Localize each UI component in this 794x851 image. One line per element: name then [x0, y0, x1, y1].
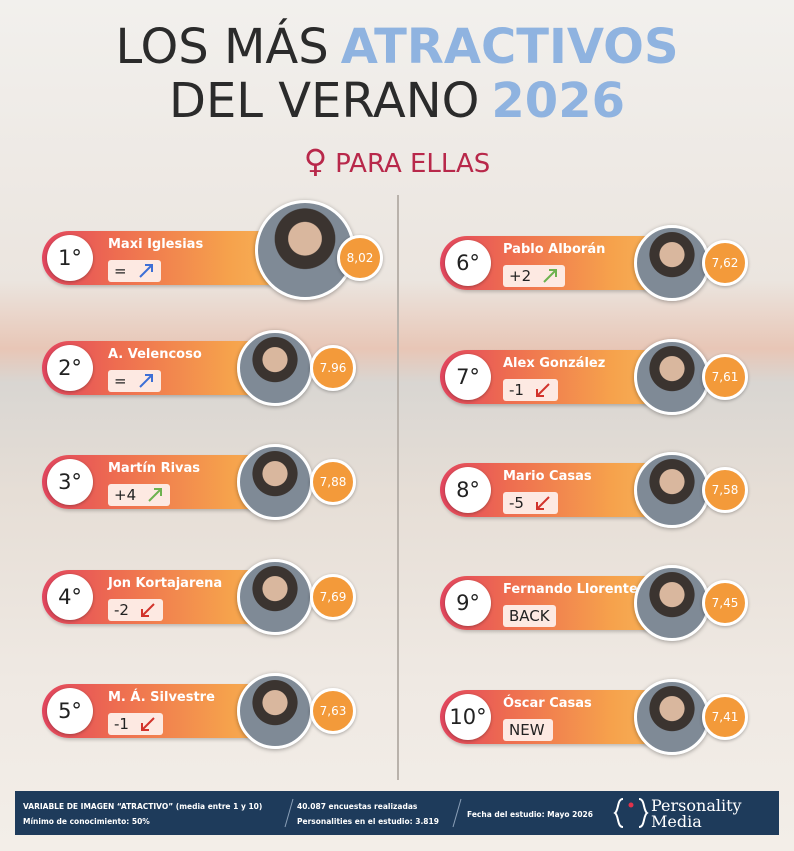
footer-minimum: Mínimo de conocimiento: 50% — [23, 817, 150, 826]
person-name: Fernando Llorente — [503, 582, 638, 597]
change-text: +4 — [114, 486, 137, 504]
change-text: = — [114, 372, 127, 390]
rank-change: NEW — [503, 719, 553, 741]
person-photo — [634, 339, 710, 415]
rank-number: 4° — [47, 574, 93, 620]
score-bubble: 7,63 — [310, 688, 356, 734]
footer: VARIABLE DE IMAGEN “ATRACTIVO” (media en… — [15, 791, 779, 835]
rank-change: -1 — [108, 713, 163, 735]
person-name: Martín Rivas — [108, 461, 201, 476]
trend-arrow — [535, 383, 550, 397]
person-photo — [634, 679, 710, 755]
title-line-1: LOS MÁS ATRACTIVOS — [0, 22, 794, 72]
person-name: Jon Kortajarena — [108, 576, 223, 591]
subtitle-text: PARA ELLAS — [335, 149, 491, 179]
trend-arrow — [138, 264, 153, 278]
person-photo — [237, 330, 313, 406]
logo-top: Personality — [651, 796, 742, 815]
title-highlight: 2026 — [491, 73, 625, 129]
female-symbol: ♀ — [303, 142, 328, 180]
change-text: BACK — [509, 607, 550, 625]
score-bubble: 7,41 — [702, 694, 748, 740]
person-name: M. Á. Silvestre — [108, 690, 215, 705]
person-name: A. Velencoso — [108, 347, 202, 362]
logo-braces — [613, 798, 649, 828]
rank-change: -2 — [108, 599, 163, 621]
person-photo — [237, 673, 313, 749]
change-text: -5 — [509, 494, 524, 512]
person-photo — [237, 559, 313, 635]
trend-arrow — [148, 488, 163, 502]
rank-number: 2° — [47, 345, 93, 391]
score-bubble: 7,88 — [310, 459, 356, 505]
rank-change: +2 — [503, 265, 566, 287]
person-name: Mario Casas — [503, 469, 592, 484]
score-bubble: 7,62 — [702, 240, 748, 286]
person-photo — [634, 452, 710, 528]
separator — [452, 798, 462, 828]
rank-change: -1 — [503, 379, 558, 401]
score-bubble: 7,69 — [310, 574, 356, 620]
footer-date: Fecha del estudio: Mayo 2026 — [467, 810, 593, 819]
score-bubble: 7.96 — [310, 345, 356, 391]
trend-arrow — [543, 269, 558, 283]
person-photo — [634, 225, 710, 301]
subtitle: ♀ PARA ELLAS — [0, 142, 794, 180]
rank-number: 7° — [445, 354, 491, 400]
person-name: Alex González — [503, 356, 606, 371]
logo-bottom: Media — [651, 812, 702, 831]
rank-number: 6° — [445, 240, 491, 286]
rank-number: 10° — [445, 694, 491, 740]
title-line-2: DEL VERANO 2026 — [0, 76, 794, 126]
rank-number: 3° — [47, 459, 93, 505]
title-highlight: ATRACTIVOS — [340, 19, 679, 75]
title-dark: DEL VERANO — [169, 73, 480, 129]
rank-change: = — [108, 370, 161, 392]
person-name: Pablo Alborán — [503, 242, 606, 257]
trend-arrow — [535, 496, 550, 510]
rank-change: +4 — [108, 484, 171, 506]
score-bubble: 7,45 — [702, 580, 748, 626]
rank-change: = — [108, 260, 161, 282]
divider — [397, 195, 399, 780]
person-name: Óscar Casas — [503, 696, 592, 711]
rank-number: 1° — [47, 235, 93, 281]
change-text: NEW — [509, 721, 545, 739]
footer-surveys: 40.087 encuestas realizadas — [297, 802, 418, 811]
trend-arrow — [138, 374, 153, 388]
score-bubble: 7,58 — [702, 467, 748, 513]
rank-change: -5 — [503, 492, 558, 514]
trend-arrow — [140, 603, 155, 617]
change-text: +2 — [509, 267, 532, 285]
trend-arrow — [140, 717, 155, 731]
change-text: -1 — [509, 381, 524, 399]
change-text: -2 — [114, 601, 129, 619]
change-text: -1 — [114, 715, 129, 733]
rank-number: 8° — [445, 467, 491, 513]
footer-variable: VARIABLE DE IMAGEN “ATRACTIVO” (media en… — [23, 802, 263, 811]
footer-personalities: Personalities en el estudio: 3.819 — [297, 817, 439, 826]
person-name: Maxi Iglesias — [108, 237, 204, 252]
score-bubble: 8,02 — [337, 235, 383, 281]
score-bubble: 7,61 — [702, 354, 748, 400]
title-dark: LOS MÁS — [115, 19, 329, 75]
separator — [284, 798, 294, 828]
change-text: = — [114, 262, 127, 280]
person-photo — [634, 565, 710, 641]
rank-number: 5° — [47, 688, 93, 734]
rank-change: BACK — [503, 605, 556, 627]
person-photo — [237, 444, 313, 520]
rank-number: 9° — [445, 580, 491, 626]
